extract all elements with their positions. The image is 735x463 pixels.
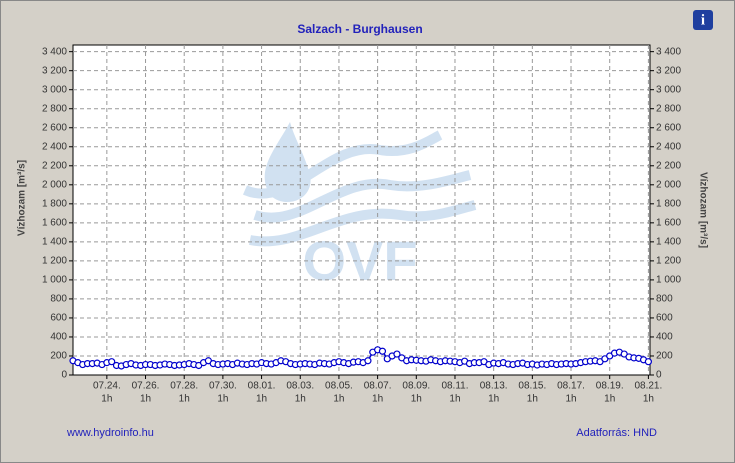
x-tick-label: 07.24. [93, 381, 121, 392]
x-tick-label: 08.09. [402, 381, 430, 392]
y2-tick-label: 2 200 [656, 160, 681, 171]
x-tick-label: 1h [527, 394, 538, 405]
x-tick-label: 1h [604, 394, 615, 405]
info-icon[interactable]: i [701, 12, 705, 28]
x-tick-label: 08.19. [596, 381, 624, 392]
x-tick-label: 08.21. [634, 381, 662, 392]
y2-tick-label: 800 [656, 294, 673, 305]
x-tick-label: 1h [643, 394, 654, 405]
x-tick-label: 1h [488, 394, 499, 405]
data-point [644, 358, 652, 366]
y2-tick-label: 1 600 [656, 217, 681, 228]
plot-area [72, 44, 651, 376]
x-tick-label: 1h [411, 394, 422, 405]
y-tick-label: 1 400 [42, 236, 67, 247]
x-tick-label: 1h [140, 394, 151, 405]
y-tick-label: 2 000 [42, 179, 67, 190]
x-tick-label: 08.01. [248, 381, 276, 392]
x-tick-label: 07.26. [132, 381, 160, 392]
y2-tick-label: 1 000 [656, 275, 681, 286]
y-tick-label: 3 000 [42, 84, 67, 95]
x-tick-label: 1h [565, 394, 576, 405]
y-axis-label: Vízhozam [m³/s] [17, 160, 28, 236]
y-tick-label: 2 600 [42, 122, 67, 133]
y2-tick-label: 2 800 [656, 103, 681, 114]
x-tick-label: 07.30. [209, 381, 237, 392]
y2-tick-label: 3 400 [656, 46, 681, 57]
y2-tick-label: 3 200 [656, 65, 681, 76]
y-tick-label: 800 [50, 294, 67, 305]
y2-tick-label: 0 [656, 370, 662, 381]
data-point [393, 350, 401, 358]
y-tick-label: 1 600 [42, 217, 67, 228]
y2-tick-label: 3 000 [656, 84, 681, 95]
x-tick-label: 1h [372, 394, 383, 405]
y2-tick-label: 600 [656, 313, 673, 324]
data-point [378, 347, 387, 355]
y-tick-label: 0 [61, 370, 67, 381]
watermark-text: OVF [302, 229, 417, 292]
info-button[interactable] [693, 10, 713, 30]
data-point [108, 358, 116, 366]
x-tick-label: 08.05. [325, 381, 353, 392]
x-tick-label: 1h [179, 394, 190, 405]
x-tick-label: 1h [217, 394, 228, 405]
y2-tick-label: 1 800 [656, 198, 681, 209]
y2-tick-label: 1 200 [656, 256, 681, 267]
y-tick-label: 2 200 [42, 160, 67, 171]
y2-tick-label: 2 000 [656, 179, 681, 190]
y2-tick-label: 2 400 [656, 141, 681, 152]
y2-tick-label: 200 [656, 351, 673, 362]
y-tick-label: 3 400 [42, 46, 67, 57]
x-tick-label: 1h [449, 394, 460, 405]
watermark-logo: OVF [242, 122, 477, 292]
x-tick-label: 08.17. [557, 381, 585, 392]
y2-axis-label: Vízhozam [m³/s] [697, 172, 708, 248]
x-tick-label: 08.13. [480, 381, 508, 392]
data-source: Adatforrás: HND [576, 427, 657, 439]
x-tick-label: 08.15. [518, 381, 546, 392]
y-tick-label: 2 400 [42, 141, 67, 152]
data-point [364, 357, 372, 365]
y-tick-label: 1 000 [42, 275, 67, 286]
chart-title: Salzach - Burghausen [297, 22, 422, 36]
x-tick-label: 08.11. [441, 381, 468, 392]
x-tick-label: 08.03. [286, 381, 314, 392]
y-tick-label: 600 [50, 313, 67, 324]
y-tick-label: 1 800 [42, 198, 67, 209]
y-tick-label: 400 [50, 332, 67, 343]
y-tick-label: 1 200 [42, 256, 67, 267]
x-tick-label: 07.28. [170, 381, 198, 392]
y-tick-label: 2 800 [42, 103, 67, 114]
y2-tick-label: 400 [656, 332, 673, 343]
x-tick-label: 08.07. [364, 381, 392, 392]
x-tick-label: 1h [333, 394, 344, 405]
x-tick-label: 1h [256, 394, 267, 405]
y-tick-label: 200 [50, 351, 67, 362]
source-link[interactable]: www.hydroinfo.hu [66, 427, 154, 439]
y2-tick-label: 2 600 [656, 122, 681, 133]
y-tick-label: 3 200 [42, 65, 67, 76]
x-tick-label: 1h [295, 394, 306, 405]
x-tick-label: 1h [101, 394, 112, 405]
y2-tick-label: 1 400 [656, 236, 681, 247]
